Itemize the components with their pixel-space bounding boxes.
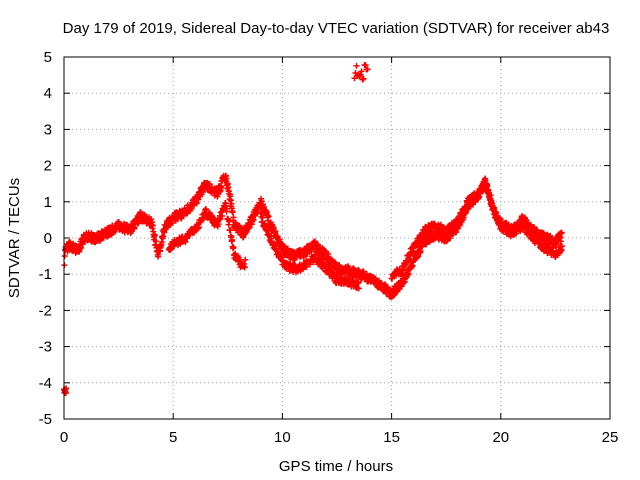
data-point bbox=[456, 217, 463, 224]
x-tick-label: 10 bbox=[274, 429, 291, 446]
data-point bbox=[359, 76, 366, 83]
data-point bbox=[242, 256, 249, 263]
data-point bbox=[149, 222, 156, 229]
data-point bbox=[229, 209, 236, 216]
x-tick-label: 5 bbox=[169, 429, 177, 446]
data-point bbox=[351, 75, 358, 82]
x-axis-label: GPS time / hours bbox=[279, 458, 393, 475]
y-axis-label: SDTVAR / TECUs bbox=[6, 178, 23, 298]
data-point bbox=[444, 229, 451, 236]
data-point bbox=[553, 240, 560, 247]
data-point bbox=[128, 228, 135, 235]
data-point bbox=[357, 71, 364, 78]
y-tick-label: -5 bbox=[39, 411, 52, 428]
data-point bbox=[259, 214, 266, 221]
data-point bbox=[355, 285, 362, 292]
data-point bbox=[464, 202, 471, 209]
data-point bbox=[486, 191, 493, 198]
plot-frame bbox=[63, 56, 611, 420]
data-point bbox=[264, 224, 271, 231]
data-point bbox=[558, 243, 565, 250]
data-point bbox=[230, 214, 237, 221]
x-tick-label: 15 bbox=[383, 429, 400, 446]
data-point bbox=[274, 233, 281, 240]
data-point bbox=[219, 213, 226, 220]
data-point bbox=[155, 253, 162, 260]
data-point bbox=[530, 231, 537, 238]
data-point bbox=[364, 66, 371, 73]
data-point bbox=[557, 238, 564, 245]
data-point bbox=[227, 227, 234, 234]
data-point bbox=[362, 62, 369, 69]
y-tick-label: 3 bbox=[44, 121, 52, 138]
y-tick-label: -1 bbox=[39, 266, 52, 283]
data-point bbox=[265, 213, 272, 220]
x-tick-label: 20 bbox=[492, 429, 509, 446]
data-point bbox=[250, 217, 257, 224]
data-point bbox=[218, 184, 225, 191]
x-tick-label: 0 bbox=[60, 429, 68, 446]
data-point bbox=[398, 270, 405, 277]
data-point bbox=[223, 175, 230, 182]
data-point bbox=[195, 224, 202, 231]
data-point bbox=[498, 219, 505, 226]
data-point bbox=[558, 229, 565, 236]
y-tick-label: 4 bbox=[44, 85, 52, 102]
y-tick-label: 2 bbox=[44, 158, 52, 175]
y-tick-label: 5 bbox=[44, 49, 52, 66]
data-point bbox=[148, 216, 155, 223]
data-point bbox=[237, 256, 244, 263]
data-point bbox=[452, 223, 459, 230]
data-point bbox=[407, 252, 414, 259]
data-point bbox=[360, 75, 367, 82]
data-point bbox=[151, 232, 158, 239]
y-tick-label: -4 bbox=[39, 375, 52, 392]
chart-title: Day 179 of 2019, Sidereal Day-to-day VTE… bbox=[63, 20, 610, 37]
data-point bbox=[223, 202, 230, 209]
data-point bbox=[358, 68, 365, 75]
data-point bbox=[536, 237, 543, 244]
data-point bbox=[223, 205, 230, 212]
x-tick-label: 25 bbox=[602, 429, 619, 446]
data-point bbox=[241, 264, 248, 271]
data-point bbox=[182, 239, 189, 246]
data-point bbox=[448, 227, 455, 234]
data-point bbox=[61, 252, 68, 259]
y-tick-label: 1 bbox=[44, 194, 52, 211]
data-point bbox=[352, 70, 359, 77]
data-point bbox=[355, 279, 362, 286]
data-point bbox=[410, 247, 417, 254]
axis-ticks: 0 5 10 15 20 25 -5 -4 -3 -2 -1 0 1 2 3 4 5 bbox=[39, 49, 619, 446]
data-points bbox=[61, 61, 565, 397]
data-point bbox=[353, 62, 360, 69]
data-point bbox=[313, 252, 320, 259]
y-tick-label: 0 bbox=[44, 230, 52, 247]
data-point bbox=[195, 196, 202, 203]
y-tick-label: -2 bbox=[39, 302, 52, 319]
data-point bbox=[230, 244, 237, 251]
y-tick-label: -3 bbox=[39, 339, 52, 356]
data-point bbox=[458, 213, 465, 220]
data-point bbox=[229, 236, 236, 243]
data-point bbox=[226, 218, 233, 225]
data-point bbox=[550, 245, 557, 252]
